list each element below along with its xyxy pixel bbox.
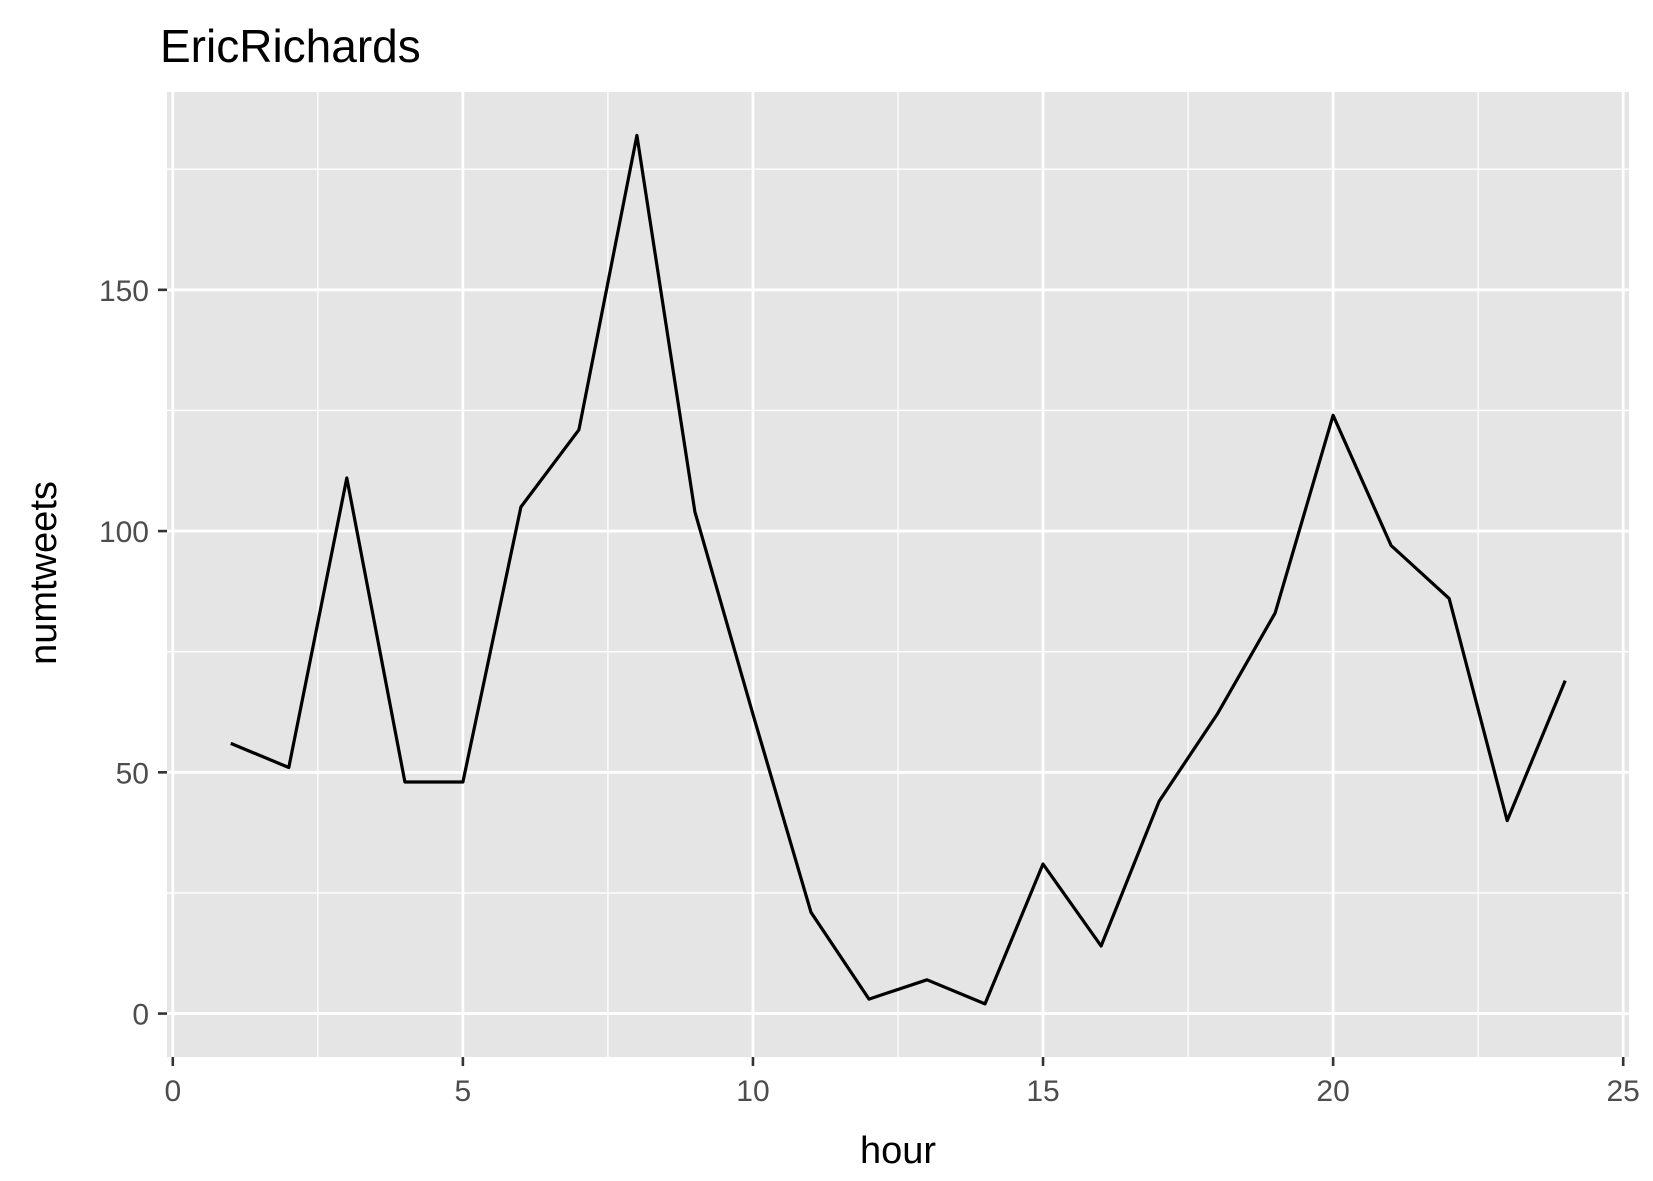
series-layer (230, 133, 1567, 1006)
minor-gridlines (167, 92, 1629, 1057)
x-tick-label: 5 (455, 1075, 472, 1108)
y-tick-label: 150 (99, 275, 149, 308)
series-line (230, 133, 1567, 1006)
chart-title: EricRichards (160, 20, 421, 72)
x-tick-label: 25 (1607, 1075, 1640, 1108)
x-axis-title: hour (860, 1130, 936, 1172)
x-tick-label: 20 (1316, 1075, 1349, 1108)
x-tick-label: 10 (736, 1075, 769, 1108)
y-axis-title: numtweets (23, 481, 65, 665)
y-tick-label: 100 (99, 516, 149, 549)
major-gridlines (167, 92, 1629, 1057)
y-axis: 0 50 100 150 (99, 275, 167, 1032)
y-tick-label: 0 (132, 999, 149, 1032)
x-tick-label: 15 (1026, 1075, 1059, 1108)
x-tick-label: 0 (164, 1075, 181, 1108)
y-tick-label: 50 (116, 757, 149, 790)
x-axis: 0 5 10 15 20 25 (164, 1057, 1640, 1108)
